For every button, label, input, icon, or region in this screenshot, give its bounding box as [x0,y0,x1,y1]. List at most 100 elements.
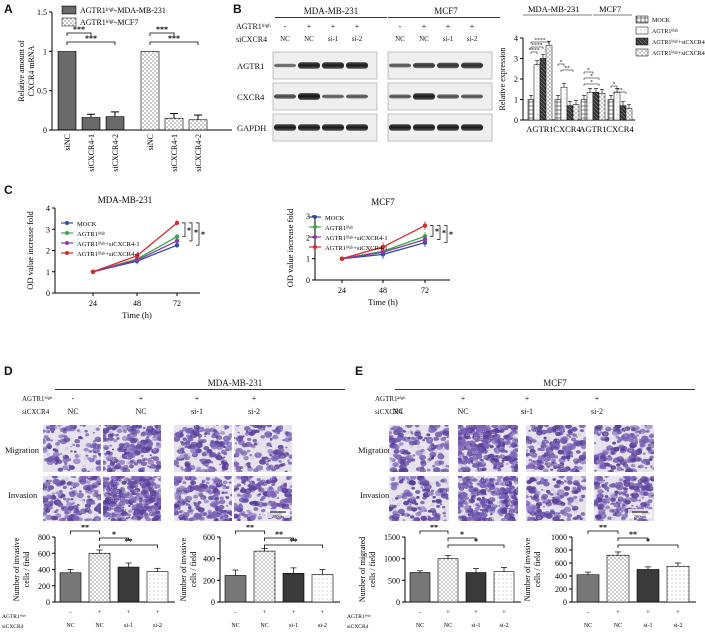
cell [418,506,427,513]
d2-bar [282,572,305,603]
cell [132,479,138,484]
wb-band-agtr1 [413,62,435,69]
cell [577,466,583,470]
cell [510,451,517,457]
cell [633,478,636,481]
b-bracket [583,71,594,74]
pore [458,498,461,502]
cell [177,497,181,501]
cell [650,464,653,467]
cell [103,489,105,492]
cell [503,498,509,504]
cell [272,434,279,440]
pore [123,446,126,450]
pore [98,425,101,427]
cell [559,501,566,507]
pore [508,502,511,506]
cell [217,514,221,517]
a-sig: *** [85,34,97,43]
cell [546,427,554,434]
pore [645,444,649,448]
d-migration-image [103,425,161,472]
pore [179,499,183,503]
e-invasion-image-cells: 200um [594,476,654,521]
cell [52,478,60,485]
cell [396,494,402,499]
cell [207,432,211,435]
cell [115,433,119,437]
pore [157,427,161,431]
c1-legend-label: AGTR1ʰⁱᵍʰ [77,230,105,238]
pore [127,461,131,465]
pore [52,509,56,513]
e2-ylabel-line: cells / field [533,552,542,588]
b-bracket [560,69,574,72]
cell [51,455,56,459]
c2-ylabel: OD value increase fold [285,208,295,287]
cell [197,501,202,504]
cell [426,448,429,451]
e2-ytick-label: 1000 [551,533,567,542]
pore [237,491,241,495]
cell [74,517,80,521]
pore [488,447,492,451]
cell [543,430,547,434]
cell [248,501,252,504]
cell [205,459,212,464]
cell [129,488,135,493]
cell [605,426,612,432]
cell [138,425,143,428]
d2-bracket [264,544,323,548]
cell [96,480,101,486]
pore [624,427,628,431]
pore [466,494,470,498]
cell [615,482,618,485]
pore [578,495,582,499]
pore [624,433,628,437]
cell [485,487,488,490]
d2-ytick-label: 0 [211,598,215,607]
cell [89,500,95,505]
d2-bar [311,574,334,603]
pore [489,518,493,521]
cell [530,496,537,501]
pore [48,507,52,511]
pore [104,478,108,482]
pore [488,458,492,462]
pore [250,512,254,516]
d1-sig: ** [125,537,133,546]
a-bar [105,116,125,131]
a-sig: *** [156,25,168,34]
cell [285,446,288,449]
c2-sig: * [442,229,446,238]
b-xtick-label: AGTR1 [526,124,553,134]
b-bar [554,99,562,121]
pore [228,425,232,427]
cell [237,431,240,434]
pore [474,492,478,496]
pore [596,460,600,464]
cell [505,504,510,508]
pore [56,426,60,430]
cell [73,511,77,514]
c1-point [174,220,180,226]
cell [635,505,639,508]
e1-bracket [447,544,505,548]
cell [237,518,241,521]
e2-ytick-label: 600 [555,559,567,568]
wb-sign: + [306,22,312,31]
cell [155,460,161,465]
cell [51,476,58,479]
e2-ytick-label: 200 [555,585,567,594]
pore [496,501,500,505]
wb-band-gapdh [322,124,344,131]
c1-xtick-label: 48 [133,299,141,308]
cell [406,505,413,510]
cell [415,489,421,495]
cell [570,454,574,458]
a-xtick-label: siCXCR4-1 [170,134,179,172]
pore [191,502,195,506]
cell [481,449,488,454]
pore [86,481,90,485]
cell [225,495,228,498]
